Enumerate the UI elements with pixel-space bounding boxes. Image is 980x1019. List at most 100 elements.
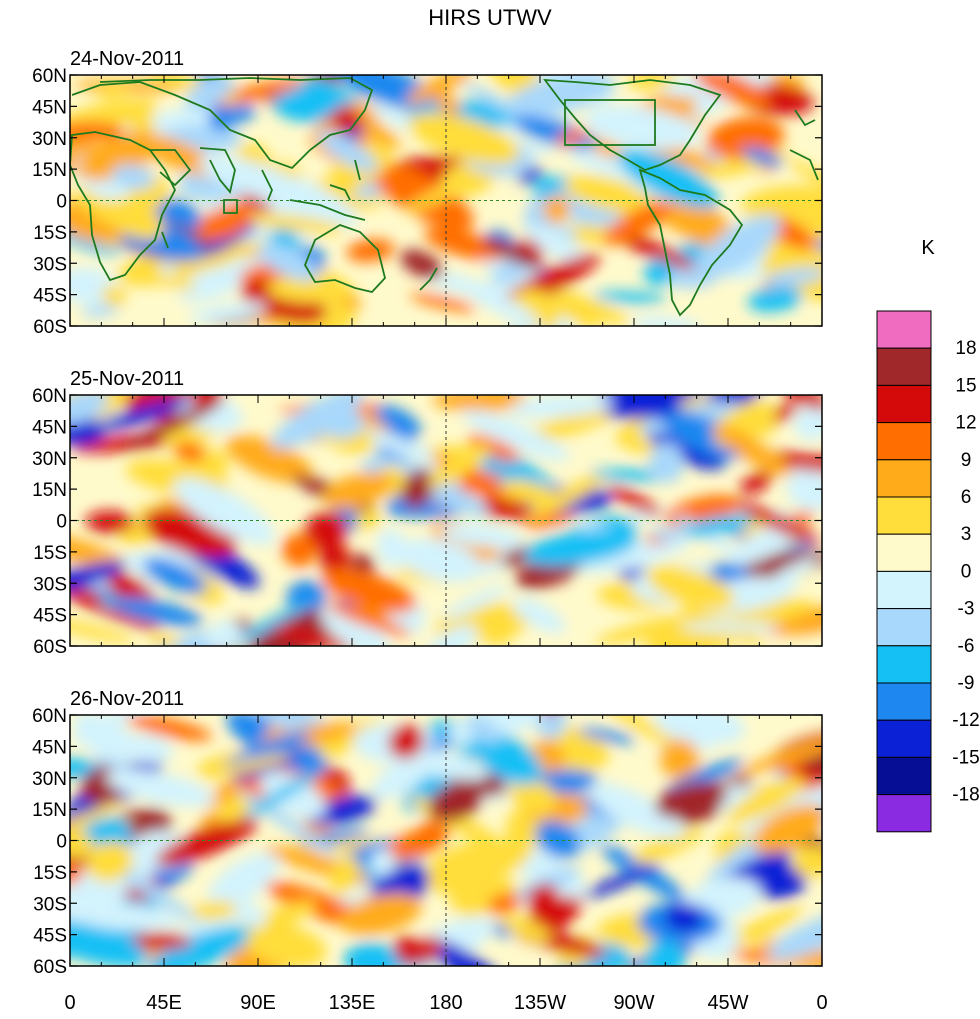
anomaly-blob — [259, 771, 326, 819]
anomaly-blob — [243, 770, 321, 819]
anomaly-blob — [70, 533, 128, 571]
colorbar-label: -6 — [958, 636, 975, 657]
anomaly-blob — [400, 249, 443, 279]
anomaly-blob — [741, 147, 783, 167]
anomaly-blob — [417, 870, 517, 897]
anomaly-blob — [96, 84, 129, 99]
lat-label: 15N — [32, 480, 67, 501]
anomaly-blob — [646, 565, 735, 610]
anomaly-blob — [509, 778, 556, 815]
anomaly-blob — [306, 795, 377, 826]
lat-label: 0 — [56, 512, 67, 533]
anomaly-blob — [155, 817, 259, 866]
colorbar-box — [876, 459, 932, 498]
x-axis-labels: 0 45E 90E 135E 180 135W 90W 45W 0 — [64, 992, 827, 1014]
anomaly-blob — [411, 819, 450, 853]
lat-label: 30S — [33, 574, 67, 595]
anomaly-blob — [595, 395, 698, 420]
anomaly-blob — [611, 230, 696, 270]
anomaly-blob — [747, 286, 803, 313]
anomaly-field — [70, 715, 822, 966]
lat-label: 45N — [32, 97, 67, 118]
anomaly-blob — [627, 75, 677, 90]
anomaly-blob — [586, 782, 684, 839]
colorbar-box — [876, 608, 932, 647]
lat-label: 15N — [32, 800, 67, 821]
lat-label: 30S — [33, 254, 67, 275]
anomaly-blob — [374, 405, 422, 437]
colorbar-box — [876, 756, 932, 796]
anomaly-blob — [320, 604, 390, 646]
anomaly-blob — [237, 213, 346, 234]
colorbar-label: -9 — [958, 673, 975, 694]
anomaly-blob — [602, 201, 672, 246]
colorbar-label: -18 — [952, 785, 979, 806]
colorbar-label: 6 — [961, 487, 972, 508]
anomaly-blob — [792, 845, 822, 878]
anomaly-blob — [198, 155, 309, 203]
anomaly-blob — [443, 271, 543, 326]
anomaly-blob — [486, 616, 514, 646]
colorbar-box — [876, 384, 932, 424]
lat-label: 30N — [32, 449, 67, 470]
anomaly-blob — [694, 75, 771, 107]
anomaly-blob — [70, 903, 181, 931]
anomaly-blob — [188, 302, 267, 323]
anomaly-blob — [644, 259, 673, 286]
anomaly-blob — [646, 401, 671, 419]
anomaly-blob — [706, 117, 785, 160]
anomaly-blob — [70, 560, 127, 597]
colorbar-box — [876, 645, 932, 684]
anomaly-blob — [388, 724, 424, 759]
anomaly-blob — [111, 597, 203, 627]
anomaly-blob — [317, 130, 378, 173]
anomaly-blob — [644, 422, 726, 470]
colorbar-label: 9 — [961, 450, 972, 471]
lon-label: 180 — [429, 992, 462, 1014]
anomaly-blob — [734, 500, 820, 544]
anomaly-blob — [428, 781, 483, 822]
lon-label: 0 — [816, 992, 827, 1014]
anomaly-blob — [158, 275, 197, 291]
anomaly-blob — [257, 242, 319, 282]
anomaly-blob — [324, 602, 411, 637]
anomaly-blob — [70, 395, 109, 425]
colorbar-label: 15 — [955, 375, 976, 396]
anomaly-blob — [123, 400, 223, 449]
anomaly-blob — [471, 731, 543, 786]
lat-label: 15S — [33, 223, 67, 244]
anomaly-blob — [173, 477, 276, 545]
anomaly-blob — [70, 798, 128, 852]
anomaly-blob — [614, 434, 659, 456]
lat-label: 45S — [33, 606, 67, 627]
anomaly-blob — [447, 715, 545, 744]
lat-label: 60S — [33, 637, 67, 658]
anomaly-blob — [607, 485, 662, 516]
lat-label: 60N — [32, 706, 67, 727]
colorbar-box — [876, 794, 932, 833]
colorbar-box — [876, 422, 932, 461]
anomaly-blob — [282, 534, 317, 568]
lat-label: 45N — [32, 417, 67, 438]
lat-label: 45S — [33, 286, 67, 307]
anomaly-blob — [409, 293, 477, 312]
anomaly-blob — [368, 161, 474, 231]
anomaly-blob — [143, 557, 207, 594]
anomaly-blob — [595, 715, 686, 753]
anomaly-blob — [218, 599, 313, 646]
anomaly-blob — [767, 907, 822, 960]
anomaly-blob — [593, 291, 667, 303]
anomaly-blob — [753, 451, 822, 473]
anomaly-field — [70, 75, 822, 326]
anomaly-blob — [582, 863, 661, 899]
anomaly-blob — [208, 106, 237, 132]
anomaly-blob — [70, 830, 94, 859]
anomaly-blob — [192, 900, 237, 921]
lat-label: 30N — [32, 129, 67, 150]
anomaly-blob — [246, 925, 327, 966]
lat-label: 15N — [32, 160, 67, 181]
anomaly-blob — [649, 442, 684, 484]
anomaly-blob — [526, 883, 558, 910]
anomaly-blob — [148, 926, 253, 966]
anomaly-blob — [563, 175, 657, 214]
